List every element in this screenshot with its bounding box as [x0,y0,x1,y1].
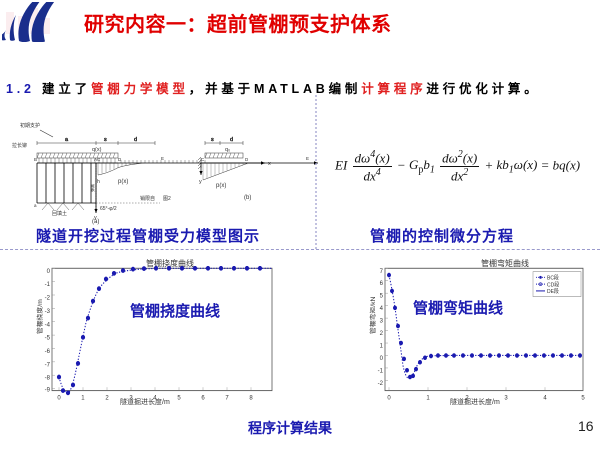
svg-text:弹簧: 弹簧 [89,184,95,192]
svg-text:DE段: DE段 [547,287,560,295]
svg-text:图2: 图2 [163,196,171,202]
svg-text:D: D [118,157,122,162]
svg-text:65°-φ/2: 65°-φ/2 [100,206,117,212]
svg-text:-2: -2 [45,294,51,301]
svg-text:管棚弯矩/kN: 管棚弯矩/kN [368,296,376,334]
svg-text:2: 2 [105,394,109,401]
svg-text:-2: -2 [378,380,384,387]
svg-text:a: a [65,137,69,143]
svg-text:-1: -1 [45,281,51,288]
svg-text:1: 1 [426,394,430,401]
svg-text:D: D [245,157,249,162]
svg-text:-6: -6 [45,348,51,355]
svg-text:p(x): p(x) [118,179,128,185]
svg-text:5: 5 [380,292,384,299]
svg-text:-8: -8 [45,374,51,381]
svg-text:-5: -5 [45,334,51,341]
svg-text:1: 1 [380,342,384,349]
svg-text:4: 4 [543,394,547,401]
svg-text:2: 2 [380,330,384,337]
svg-text:q(x): q(x) [92,147,102,153]
svg-text:s: s [104,137,107,143]
svg-text:5: 5 [581,394,585,401]
svg-text:3: 3 [504,394,508,401]
svg-text:BC段: BC段 [547,273,560,281]
svg-text:-3: -3 [45,308,51,315]
svg-text:E: E [161,156,164,161]
svg-text:0: 0 [380,355,384,362]
svg-text:(b): (b) [244,195,251,201]
svg-text:拉长铆: 拉长铆 [12,142,27,149]
svg-text:d: d [230,137,233,143]
svg-text:4: 4 [380,305,384,312]
svg-text:-4: -4 [45,321,51,328]
svg-text:3: 3 [380,317,384,324]
svg-text:0: 0 [47,267,51,274]
svg-text:-1: -1 [378,367,384,374]
svg-text:y: y [199,179,202,185]
svg-text:s: s [211,137,214,143]
svg-text:7: 7 [380,267,384,274]
svg-text:回填土: 回填土 [52,210,67,217]
svg-text:销限自: 销限自 [140,195,155,202]
svg-text:初期支护: 初期支护 [20,122,40,129]
svg-text:8: 8 [249,394,253,401]
svg-text:管棚挠度/m: 管棚挠度/m [35,299,43,334]
svg-text:x: x [268,161,271,167]
svg-text:B: B [34,157,37,162]
svg-text:0: 0 [57,394,61,401]
svg-text:6: 6 [380,280,384,287]
svg-text:CD段: CD段 [547,280,560,288]
svg-text:6: 6 [201,394,205,401]
svg-text:E: E [306,156,309,161]
svg-text:5: 5 [177,394,181,401]
svg-text:7: 7 [225,394,229,401]
svg-text:d: d [134,137,137,143]
svg-text:h: h [97,179,100,185]
svg-text:0: 0 [387,394,391,401]
svg-text:a: a [34,203,37,208]
svg-text:-9: -9 [45,386,51,393]
svg-text:-7: -7 [45,361,51,368]
svg-text:1: 1 [81,394,85,401]
svg-text:q₀: q₀ [225,147,230,153]
svg-text:C: C [201,157,205,162]
svg-text:p(x): p(x) [216,183,226,189]
